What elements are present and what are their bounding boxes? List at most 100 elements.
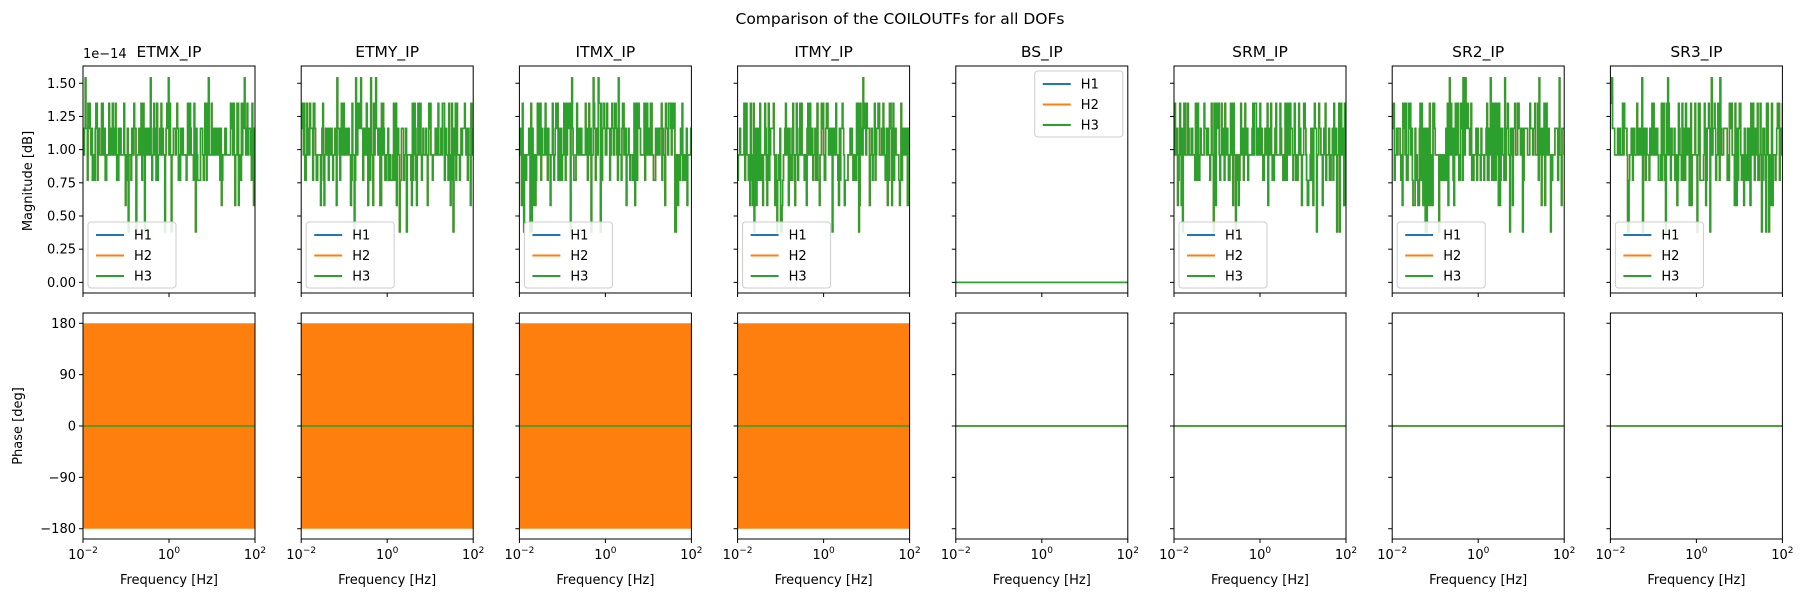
x-axis-label: Frequency [Hz] — [338, 573, 436, 588]
x-tick-label: 100 — [376, 546, 399, 563]
panel-bs-ip: BS_IP H1 H2 H3 10−2 100 102 Frequency [Hz] — [941, 43, 1139, 588]
legend: H1 H2 H3 — [1178, 221, 1268, 289]
legend-label-h2: H2 — [570, 249, 588, 264]
legend-label-h3: H3 — [1081, 119, 1099, 134]
legend-label-h1: H1 — [352, 229, 370, 244]
panel-title: ITMY_IP — [794, 43, 853, 62]
y-tick-label: 0.25 — [47, 243, 76, 258]
y-tick-label: 0 — [68, 420, 76, 435]
magnitude-series — [83, 77, 255, 233]
legend-box — [1614, 221, 1704, 289]
legend-label-h2: H2 — [1661, 249, 1679, 264]
legend: H1 H2 H3 — [305, 221, 395, 289]
panel-itmy-ip: ITMY_IP H1 H2 H3 10−2 100 102 Frequency [Hz] — [723, 43, 921, 588]
x-tick-label: 100 — [812, 546, 835, 563]
magnitude-series — [737, 77, 910, 233]
legend: H1 H2 H3 — [1614, 221, 1704, 289]
legend-label-h2: H2 — [1225, 249, 1243, 264]
y-tick-label: 1.50 — [47, 77, 76, 92]
y-tick-label: 1.00 — [47, 143, 76, 158]
phase-series — [519, 323, 692, 529]
magnitude-series — [301, 77, 474, 233]
legend: H1 H2 H3 — [87, 221, 177, 289]
x-tick-label: 10−2 — [1159, 546, 1189, 563]
series-h3-magnitude — [1392, 77, 1565, 233]
x-tick-label: 10−2 — [504, 546, 534, 563]
phase-series — [83, 323, 255, 529]
legend-box — [1034, 70, 1124, 138]
legend-label-h3: H3 — [789, 270, 807, 285]
legend-label-h2: H2 — [134, 249, 152, 264]
legend-box — [523, 221, 613, 289]
legend-box — [742, 221, 832, 289]
panel-title: SR3_IP — [1670, 43, 1722, 62]
y-tick-label: 0.00 — [47, 276, 76, 291]
x-tick-label: 10−2 — [723, 546, 753, 563]
y-tick-label: 180 — [51, 317, 76, 332]
x-axis-label: Frequency [Hz] — [556, 573, 654, 588]
legend-label-h3: H3 — [1225, 270, 1243, 285]
x-tick-label: 102 — [1553, 546, 1575, 563]
legend-label-h3: H3 — [1443, 270, 1461, 285]
y-tick-label: 1.25 — [47, 110, 76, 125]
series-h3-magnitude — [737, 77, 910, 233]
x-axis-label: Frequency [Hz] — [1429, 573, 1527, 588]
y-tick-label: −180 — [40, 522, 76, 537]
phase-series — [301, 323, 474, 529]
legend-label-h3: H3 — [352, 270, 370, 285]
y-tick-label: 0.50 — [47, 210, 76, 225]
y-tick-label: −90 — [49, 471, 76, 486]
x-tick-label: 100 — [1467, 546, 1490, 563]
series-h3-magnitude — [301, 77, 474, 233]
panel-sr2-ip: SR2_IP H1 H2 H3 10−2 100 102 Frequency [Hz] — [1377, 43, 1575, 588]
y-tick-label: 0.75 — [47, 176, 76, 191]
panel-sr3-ip: SR3_IP H1 H2 H3 10−2 100 102 Frequency [Hz] — [1595, 43, 1793, 588]
legend-label-h2: H2 — [352, 249, 370, 264]
legend-label-h2: H2 — [1081, 98, 1099, 113]
x-tick-label: 100 — [1249, 546, 1272, 563]
legend-label-h1: H1 — [1443, 229, 1461, 244]
legend: H1 H2 H3 — [523, 221, 613, 289]
legend-label-h3: H3 — [1661, 270, 1679, 285]
legend-label-h2: H2 — [789, 249, 807, 264]
x-axis-label: Frequency [Hz] — [120, 573, 218, 588]
legend: H1 H2 H3 — [1034, 70, 1124, 138]
x-axis-label: Frequency [Hz] — [775, 573, 873, 588]
magnitude-series — [1610, 77, 1783, 233]
panels-layer: ETMX_IP 0.00 0.25 0.50 0.75 1.00 1.25 1.50 H1 H2 H… — [40, 43, 1793, 588]
legend: H1 H2 H3 — [1396, 221, 1486, 289]
series-h3-magnitude — [519, 77, 692, 233]
x-axis-label: Frequency [Hz] — [993, 573, 1091, 588]
x-tick-label: 100 — [1031, 546, 1054, 563]
legend-box — [1178, 221, 1268, 289]
magnitude-series — [1392, 77, 1565, 233]
panel-etmy-ip: ETMY_IP H1 H2 H3 10−2 100 102 Frequency [Hz] — [286, 43, 484, 588]
legend-label-h1: H1 — [134, 229, 152, 244]
x-tick-label: 10−2 — [1377, 546, 1407, 563]
panel-title: ETMY_IP — [355, 43, 419, 62]
magnitude-series — [1174, 102, 1346, 233]
x-tick-label: 102 — [1335, 546, 1357, 563]
y-tick-label: 90 — [59, 368, 76, 383]
panel-etmx-ip: ETMX_IP0.000.250.500.751.001.251.50H1H2H… — [40, 43, 266, 588]
panel-title: SRM_IP — [1232, 43, 1288, 62]
legend-label-h1: H1 — [1661, 229, 1679, 244]
x-axis-label: Frequency [Hz] — [1211, 573, 1309, 588]
figure-suptitle: Comparison of the COILOUTFs for all DOFs — [736, 10, 1065, 28]
magnitude-y-label: Magnitude [dB] — [21, 131, 36, 231]
x-tick-label: 10−2 — [286, 546, 316, 563]
x-tick-label: 10−2 — [68, 546, 98, 563]
series-h3-magnitude — [1610, 77, 1783, 233]
phase-series — [737, 323, 910, 529]
series-h3-magnitude — [83, 77, 255, 233]
legend-label-h1: H1 — [570, 229, 588, 244]
panel-itmx-ip: ITMX_IP H1 H2 H3 10−2 100 102 Frequency [Hz] — [504, 43, 702, 588]
x-tick-label: 102 — [898, 546, 920, 563]
x-tick-label: 102 — [244, 546, 266, 563]
panel-title: ETMX_IP — [137, 43, 202, 62]
legend-box — [305, 221, 395, 289]
legend-label-h1: H1 — [1225, 229, 1243, 244]
magnitude-series — [519, 77, 692, 233]
legend-label-h1: H1 — [1081, 78, 1099, 93]
